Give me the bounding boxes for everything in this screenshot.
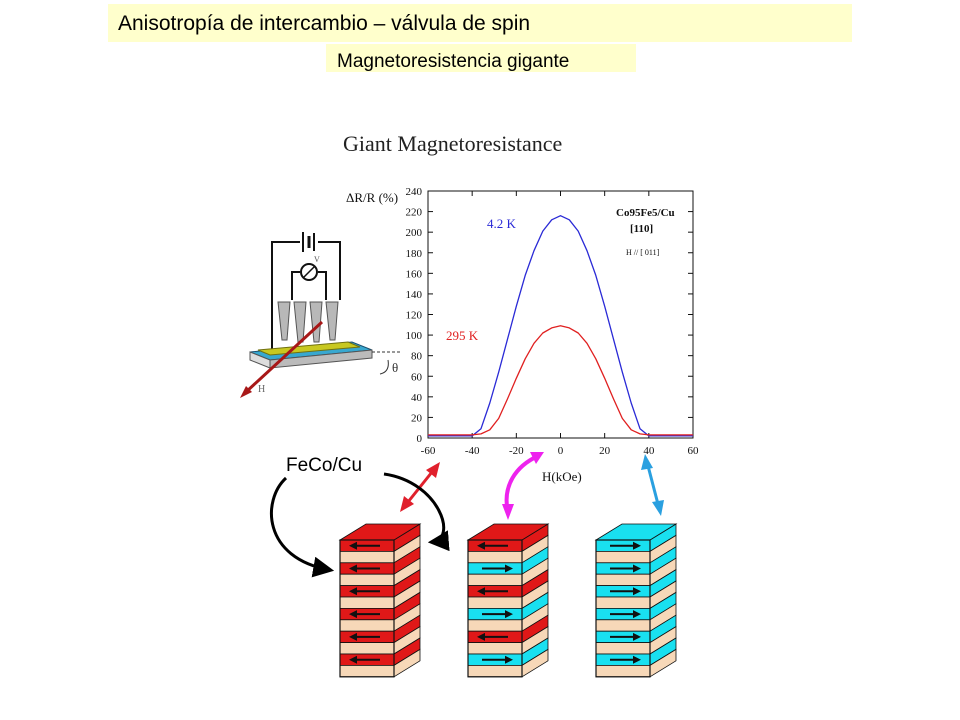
stack-layer bbox=[467, 619, 523, 632]
x-tick-label: -60 bbox=[421, 445, 436, 457]
orientation-label: [110] bbox=[630, 223, 653, 235]
arrow-right-icon bbox=[610, 564, 641, 573]
stack-layer bbox=[339, 596, 395, 609]
stack-layer bbox=[339, 573, 395, 587]
x-tick-label: 0 bbox=[558, 445, 564, 457]
multilayer-stacks bbox=[338, 523, 678, 678]
multilayer-stack-icon bbox=[338, 523, 422, 678]
y-tick-label: 160 bbox=[406, 268, 423, 280]
field-direction-label: H // [ 011] bbox=[626, 248, 660, 257]
stack-layer bbox=[467, 596, 523, 609]
arrow-left-icon bbox=[349, 610, 380, 619]
measurement-setup-illustration: V θ H bbox=[240, 232, 402, 398]
stack-layer bbox=[467, 665, 523, 678]
stack-layer bbox=[339, 619, 395, 632]
series-label-295K: 295 K bbox=[446, 328, 479, 343]
stack-outline bbox=[467, 539, 523, 678]
stack-layer bbox=[595, 596, 651, 609]
x-tick-label: -20 bbox=[509, 445, 524, 457]
stack-layer bbox=[467, 551, 523, 564]
slide-subtitle: Magnetoresistencia gigante bbox=[337, 51, 570, 72]
multilayer-stack-icon bbox=[594, 523, 678, 678]
series-line-4K bbox=[428, 215, 693, 437]
stack-layer bbox=[595, 642, 651, 655]
arrow-right-icon bbox=[610, 610, 641, 619]
double-headed-arrow-icon bbox=[502, 452, 544, 520]
x-tick-label: 40 bbox=[643, 445, 655, 457]
arrow-right-icon bbox=[610, 541, 641, 550]
series-label-4K: 4.2 K bbox=[487, 216, 517, 231]
arrow-right-icon bbox=[482, 564, 513, 573]
stack-layer bbox=[595, 619, 651, 632]
y-tick-label: 100 bbox=[406, 330, 423, 342]
arrow-right-icon bbox=[610, 587, 641, 596]
y-tick-label: 200 bbox=[406, 227, 423, 239]
arrow-right-icon bbox=[610, 655, 641, 664]
arrow-left-icon bbox=[349, 632, 380, 641]
svg-text:V: V bbox=[314, 255, 320, 264]
y-tick-label: 180 bbox=[406, 248, 423, 260]
arrow-right-icon bbox=[482, 655, 513, 664]
stack-layer bbox=[595, 665, 651, 678]
stack-outline bbox=[339, 539, 395, 678]
x-tick-label: -40 bbox=[465, 445, 480, 457]
arrow-left-icon bbox=[349, 655, 380, 664]
y-tick-label: 120 bbox=[406, 310, 423, 322]
arrow-right-icon bbox=[610, 632, 641, 641]
curved-arrow-icon bbox=[383, 472, 450, 552]
x-axis-label: H(kOe) bbox=[542, 469, 582, 484]
y-tick-label: 140 bbox=[406, 289, 423, 301]
stack-layer bbox=[595, 551, 651, 564]
sample-label: Co95Fe5/Cu bbox=[616, 207, 675, 219]
arrow-left-icon bbox=[477, 632, 508, 641]
svg-text:H: H bbox=[258, 384, 265, 395]
y-tick-label: 0 bbox=[417, 433, 423, 445]
subtitle-banner bbox=[326, 44, 636, 72]
arrow-left-icon bbox=[477, 541, 508, 550]
stack-layer bbox=[595, 573, 651, 587]
y-tick-label: 60 bbox=[411, 371, 423, 383]
material-label: FeCo/Cu bbox=[286, 455, 363, 476]
stack-layer bbox=[339, 665, 395, 678]
plot-frame bbox=[427, 190, 694, 439]
arrow-left-icon bbox=[349, 541, 380, 550]
double-headed-arrow-icon bbox=[641, 454, 664, 516]
chart-title: Giant Magnetoresistance bbox=[343, 131, 563, 156]
y-tick-label: 220 bbox=[406, 207, 423, 219]
svg-text:θ: θ bbox=[392, 360, 398, 375]
stack-layer bbox=[467, 573, 523, 587]
x-tick-label: 60 bbox=[688, 445, 700, 457]
y-tick-label: 80 bbox=[411, 351, 423, 363]
y-axis-label: ΔR/R (%) bbox=[346, 190, 398, 205]
slide-title: Anisotropía de intercambio – válvula de … bbox=[118, 12, 531, 35]
arrow-left-icon bbox=[477, 587, 508, 596]
y-tick-label: 20 bbox=[411, 412, 423, 424]
stack-layer bbox=[339, 551, 395, 564]
stack-outline bbox=[595, 539, 651, 678]
stack-layer bbox=[467, 642, 523, 655]
x-tick-label: 20 bbox=[599, 445, 611, 457]
y-tick-label: 240 bbox=[406, 186, 423, 198]
arrow-left-icon bbox=[349, 587, 380, 596]
y-tick-label: 40 bbox=[411, 392, 423, 404]
curved-arrow-icon bbox=[269, 476, 335, 578]
multilayer-stack-icon bbox=[466, 523, 550, 678]
stack-layer bbox=[339, 642, 395, 655]
title-banner: Anisotropía de intercambio – válvula de … bbox=[108, 4, 852, 42]
curves bbox=[428, 215, 693, 437]
arrow-right-icon bbox=[482, 610, 513, 619]
arrow-left-icon bbox=[349, 564, 380, 573]
series-line-295K bbox=[428, 325, 693, 436]
